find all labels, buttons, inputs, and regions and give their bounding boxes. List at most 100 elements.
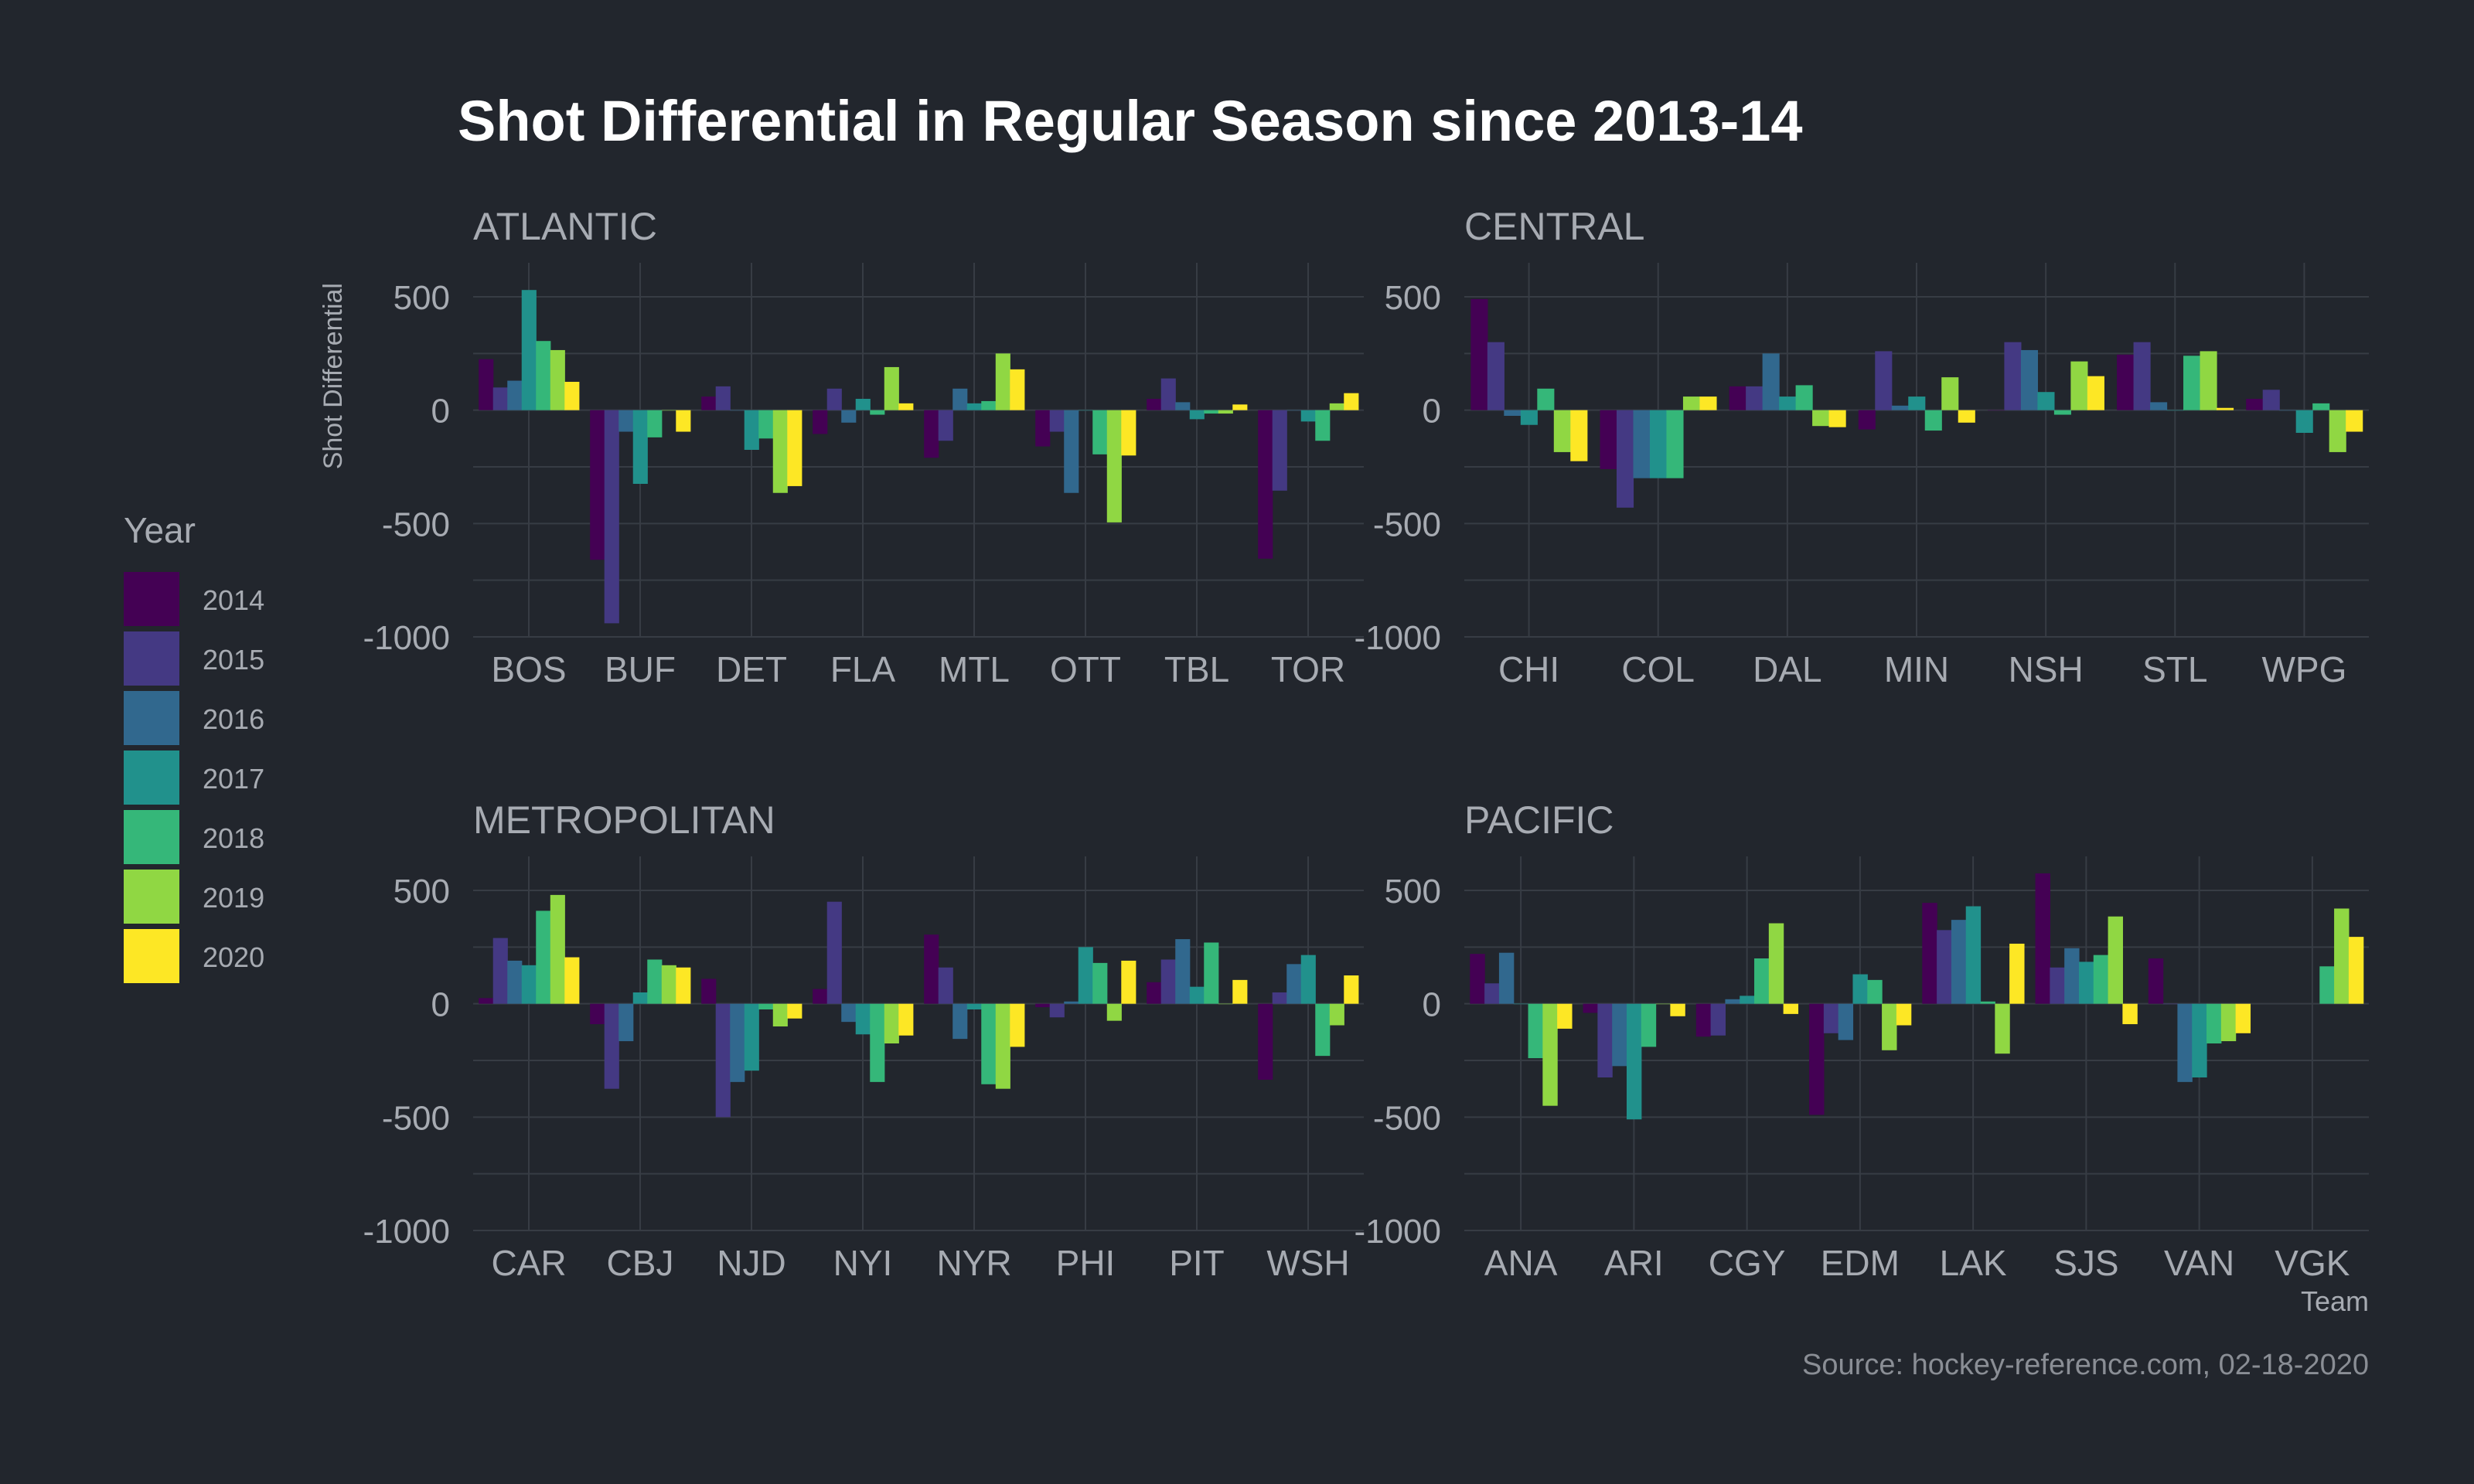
bar-cbj-2015 (604, 1003, 619, 1089)
chart-title: Shot Differential in Regular Season sinc… (458, 89, 1803, 153)
bar-ott-2017 (1078, 410, 1093, 411)
team-group-chi (1470, 298, 1588, 461)
bar-col-2017 (1649, 410, 1668, 478)
bar-car-2016 (507, 960, 523, 1004)
bar-col-2019 (1682, 397, 1701, 410)
bar-ott-2016 (1064, 410, 1079, 493)
y-tick-label: 0 (431, 393, 450, 431)
bar-nyi-2018 (870, 1003, 885, 1082)
bar-ott-2020 (1121, 410, 1136, 456)
bar-cgy-2015 (1710, 1003, 1726, 1036)
bar-van-2018 (2206, 1003, 2222, 1043)
bar-phi-2017 (1078, 947, 1093, 1004)
y-tick-label: -1000 (363, 619, 450, 657)
bar-bos-2015 (492, 387, 508, 410)
bar-bos-2014 (479, 359, 494, 410)
bar-fla-2015 (826, 388, 842, 410)
bar-sjs-2020 (2122, 1003, 2138, 1025)
bar-cgy-2020 (1783, 1003, 1799, 1014)
bar-sjs-2015 (2050, 967, 2065, 1004)
bar-bos-2016 (507, 380, 523, 410)
bar-nyi-2020 (898, 1003, 914, 1036)
x-tick-label: VGK (2275, 1243, 2350, 1283)
x-tick-label: ARI (1604, 1243, 1664, 1283)
bar-ari-2018 (1641, 1003, 1657, 1047)
bar-lak-2018 (1980, 1001, 1995, 1004)
bar-wsh-2020 (1344, 975, 1359, 1004)
bar-wpg-2018 (2312, 403, 2330, 410)
bar-min-2019 (1941, 377, 1959, 410)
bar-cgy-2016 (1725, 999, 1740, 1004)
bar-mtl-2014 (924, 410, 939, 458)
bar-cgy-2017 (1740, 996, 1755, 1004)
y-tick-label: 0 (1423, 393, 1441, 431)
bar-vgk-2020 (2348, 937, 2364, 1004)
bar-tbl-2016 (1175, 402, 1191, 410)
bar-lak-2019 (1995, 1003, 2010, 1054)
x-tick-label: ANA (1484, 1243, 1558, 1283)
bar-bos-2020 (564, 382, 580, 410)
x-tick-label: DAL (1753, 649, 1821, 689)
bar-njd-2016 (730, 1003, 745, 1082)
bar-dal-2017 (1779, 397, 1797, 410)
x-tick-label: FLA (830, 649, 896, 689)
bar-edm-2014 (1809, 1003, 1825, 1115)
bar-wsh-2017 (1300, 955, 1316, 1004)
bar-pit-2015 (1160, 959, 1176, 1004)
bar-nyr-2015 (938, 967, 953, 1004)
bar-mtl-2015 (938, 410, 953, 441)
bar-njd-2019 (772, 1003, 788, 1026)
bar-fla-2020 (898, 403, 914, 410)
bar-nyr-2014 (924, 934, 939, 1004)
bar-wsh-2018 (1315, 1003, 1331, 1057)
legend: Year 2014 2015 2016 2017 2018 2019 2020 (124, 510, 264, 983)
bar-tor-2018 (1315, 410, 1331, 441)
bar-ari-2016 (1612, 1003, 1627, 1067)
team-group-col (1600, 397, 1717, 508)
bar-lak-2014 (1922, 903, 1937, 1004)
bar-chi-2017 (1520, 410, 1538, 425)
legend-key-2014 (124, 572, 179, 626)
y-tick-label: 500 (394, 873, 450, 910)
bar-det-2017 (744, 410, 759, 450)
bar-buf-2019 (661, 410, 676, 411)
bar-nyr-2018 (981, 1003, 997, 1084)
bar-lak-2016 (1951, 920, 1967, 1004)
bar-wpg-2020 (2346, 410, 2363, 432)
bar-fla-2017 (855, 399, 871, 410)
bar-min-2017 (1908, 397, 1926, 410)
team-group-van (2148, 958, 2251, 1082)
bar-buf-2014 (590, 410, 605, 560)
bar-chi-2014 (1470, 298, 1488, 410)
bar-buf-2018 (647, 410, 663, 437)
bar-cbj-2019 (661, 965, 676, 1004)
bar-car-2014 (479, 998, 494, 1004)
bar-chi-2020 (1570, 410, 1588, 461)
bar-buf-2016 (618, 410, 634, 432)
bar-mtl-2017 (966, 403, 982, 410)
legend-key-2019 (124, 870, 179, 924)
bar-tbl-2015 (1160, 378, 1176, 410)
bar-chi-2018 (1537, 388, 1555, 410)
bar-min-2016 (1891, 405, 1909, 410)
bar-mtl-2016 (952, 388, 968, 410)
team-group-bos (479, 290, 580, 410)
bar-nyi-2016 (841, 1003, 857, 1023)
bar-car-2020 (564, 957, 580, 1004)
bar-nsh-2018 (2053, 410, 2071, 415)
bar-stl-2014 (2117, 354, 2135, 410)
bar-fla-2014 (813, 410, 828, 434)
bar-nyr-2017 (966, 1003, 982, 1009)
bar-wpg-2017 (2295, 410, 2313, 433)
legend-key-2020 (124, 929, 179, 983)
bar-wpg-2014 (2246, 399, 2264, 410)
bar-buf-2017 (632, 410, 648, 484)
bar-ana-2020 (1557, 1003, 1573, 1029)
bar-det-2015 (715, 386, 731, 410)
bar-car-2018 (536, 910, 551, 1004)
bar-tbl-2017 (1189, 410, 1205, 420)
team-group-buf (590, 410, 691, 624)
bar-dal-2018 (1795, 385, 1813, 410)
bar-cgy-2018 (1754, 958, 1770, 1004)
